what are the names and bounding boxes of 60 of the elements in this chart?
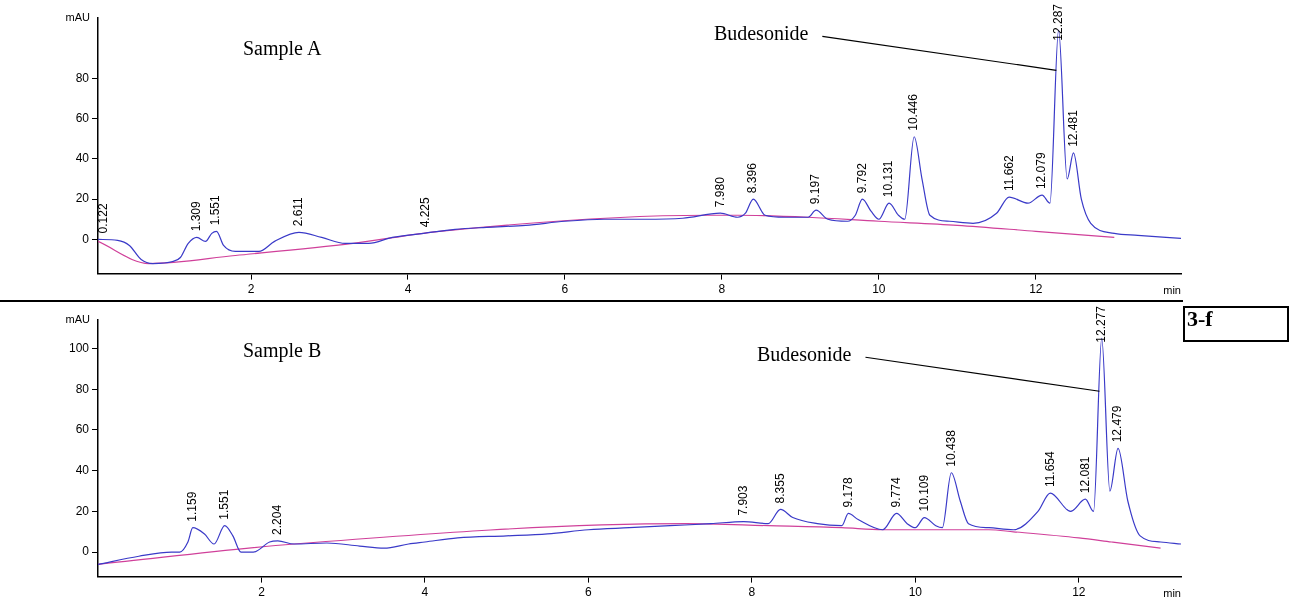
annotation: 9.792: [854, 162, 869, 194]
annotation: 12.079: [1034, 152, 1049, 190]
annotation: 12.081: [1077, 456, 1092, 494]
x-tick-label: 12: [1072, 585, 1086, 600]
annotation: 1.551: [208, 194, 223, 226]
x-tick-label: 10: [908, 585, 923, 600]
y-tick-label: 40: [75, 463, 90, 478]
annotation: 0.122: [95, 203, 110, 234]
annotation: 9.197: [808, 173, 823, 205]
y-tick-label: 20: [75, 191, 90, 206]
annotation: 10.438: [943, 429, 958, 467]
x-tick-label: 10: [872, 282, 886, 297]
y-tick-label: 80: [75, 381, 90, 396]
x-tick-label: 6: [585, 585, 593, 600]
x-axis-title: min: [1163, 587, 1181, 600]
annotation: 1.551: [217, 489, 231, 520]
annotation: 8.396: [745, 162, 760, 194]
annotation: 12.479: [1110, 405, 1125, 443]
annotation: 12.287: [1050, 3, 1065, 41]
y-tick-label: 20: [75, 503, 90, 518]
x-tick-label: 2: [247, 282, 255, 297]
text: 3-f: [1183, 306, 1289, 342]
x-tick-label: 6: [561, 282, 569, 297]
x-tick-label: 4: [404, 282, 412, 297]
x-tick-label: 8: [718, 282, 726, 297]
y-axis-title: mAU: [65, 10, 91, 23]
annotation: 7.980: [712, 176, 727, 208]
y-tick-label: 40: [75, 151, 90, 166]
y-tick-label: 60: [75, 422, 90, 437]
annotation: 12.481: [1065, 109, 1080, 147]
annotation: 4.225: [417, 196, 432, 228]
annotation: 9.774: [888, 477, 903, 508]
annotation: Budesonide: [757, 342, 852, 365]
annotation: 9.178: [840, 477, 855, 508]
annotation: Sample B: [243, 339, 322, 363]
annotation: Budesonide: [713, 21, 809, 44]
annotation: 2.204: [270, 504, 285, 535]
annotation: 2.611: [291, 196, 306, 227]
annotation: Sample A: [243, 37, 322, 61]
annotation: 10.131: [881, 160, 896, 198]
x-axis-title: min: [1163, 284, 1181, 297]
annotation: 12.277: [1094, 305, 1109, 343]
annotation: 11.654: [1042, 450, 1057, 488]
annotation: 10.446: [906, 93, 921, 131]
y-tick-label: 80: [75, 70, 90, 85]
y-tick-label: 60: [75, 110, 90, 125]
annotation: 10.109: [916, 474, 931, 512]
x-tick-label: 12: [1029, 282, 1043, 297]
annotation: 1.309: [189, 201, 204, 232]
x-tick-label: 2: [258, 585, 266, 600]
annotation: 1.159: [185, 491, 200, 522]
y-tick-label: 0: [82, 231, 90, 246]
y-axis-title: mAU: [65, 312, 91, 325]
x-tick-label: 4: [421, 585, 429, 600]
y-tick-label: 0: [82, 544, 90, 559]
x-tick-label: 8: [748, 585, 756, 600]
annotation: 11.662: [1001, 154, 1016, 192]
y-tick-label: 100: [68, 340, 90, 355]
annotation: 7.903: [736, 485, 751, 516]
annotation: 8.355: [772, 473, 787, 504]
